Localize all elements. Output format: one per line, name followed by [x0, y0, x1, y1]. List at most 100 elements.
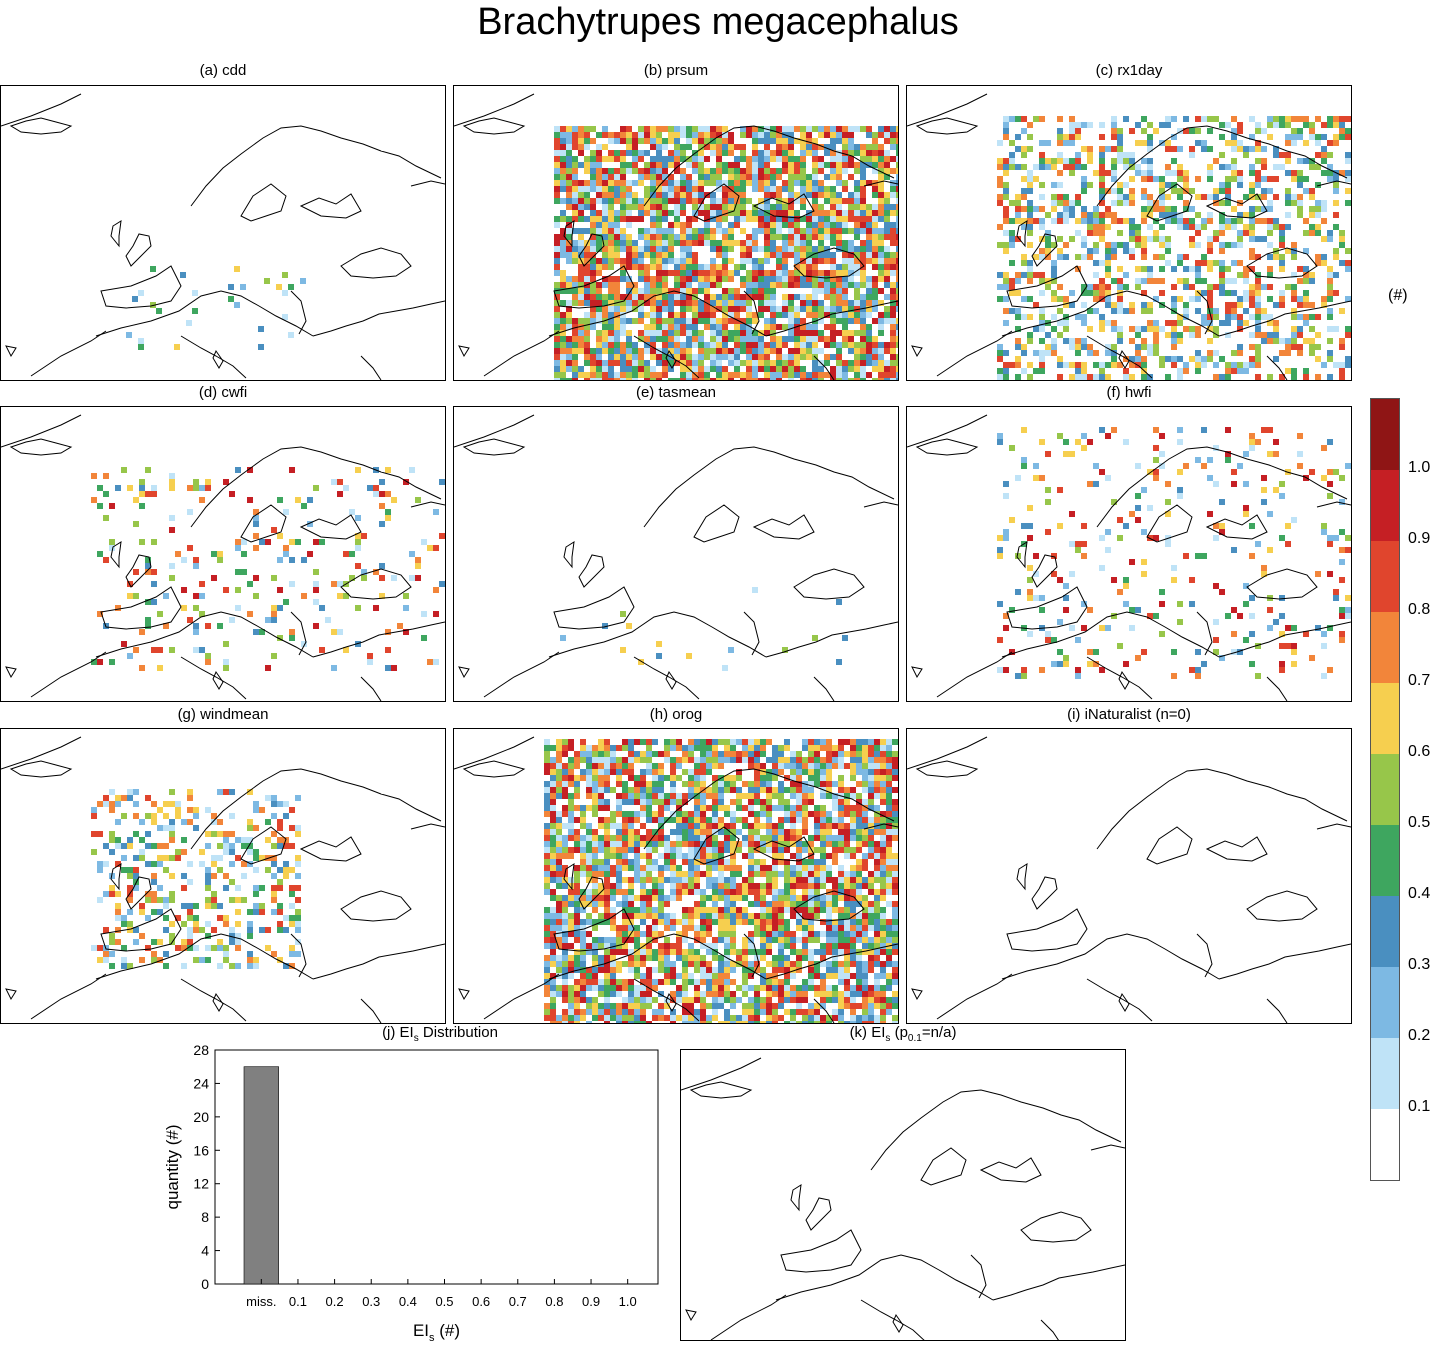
map-cell: [848, 360, 854, 366]
map-cell: [1141, 362, 1147, 368]
map-cell: [728, 198, 734, 204]
map-cell: [1345, 170, 1351, 176]
map-cell: [1153, 320, 1159, 326]
map-cell: [91, 831, 97, 837]
map-cell: [1111, 170, 1117, 176]
map-cell: [628, 889, 634, 895]
map-cell: [722, 276, 728, 282]
map-cell: [554, 138, 560, 144]
map-cell: [1207, 176, 1213, 182]
map-cell: [193, 605, 199, 611]
map-cell: [1069, 200, 1075, 206]
map-cell: [622, 961, 628, 967]
map-cell: [680, 258, 686, 264]
map-cell: [277, 837, 283, 843]
map-cell: [1291, 308, 1297, 314]
map-cell: [722, 312, 728, 318]
map-cell: [794, 222, 800, 228]
map-cell: [610, 967, 616, 973]
map-cell: [1321, 631, 1327, 637]
coastline-path: [911, 666, 923, 679]
map-cell: [1063, 338, 1069, 344]
map-cell: [668, 288, 674, 294]
map-cell: [584, 168, 590, 174]
map-cell: [628, 739, 634, 745]
map-cell: [1081, 206, 1087, 212]
map-cell: [1207, 170, 1213, 176]
map-cell: [836, 659, 842, 665]
map-cell: [1255, 176, 1261, 182]
map-cell: [1291, 134, 1297, 140]
map-cell: [674, 222, 680, 228]
map-cell: [1087, 224, 1093, 230]
map-cell: [1315, 206, 1321, 212]
map-cell: [758, 168, 764, 174]
map-cell: [746, 180, 752, 186]
map-cell: [544, 937, 550, 943]
map-cell: [604, 1003, 610, 1009]
coastline-path: [563, 541, 575, 569]
map-cell: [776, 372, 782, 378]
map-cell: [614, 222, 620, 228]
map-cell: [1057, 356, 1063, 362]
map-cell: [217, 819, 223, 825]
map-cell: [592, 805, 598, 811]
map-cell: [1345, 134, 1351, 140]
map-cell: [1339, 242, 1345, 248]
map-cell: [836, 372, 842, 378]
map-cell: [610, 757, 616, 763]
map-cell: [608, 246, 614, 252]
map-cell: [842, 360, 848, 366]
map-cell: [604, 829, 610, 835]
map-field-cells: [997, 116, 1351, 380]
map-cell: [1171, 116, 1177, 122]
map-cell: [133, 927, 139, 933]
map-cell: [560, 252, 566, 258]
map-cell: [556, 739, 562, 745]
map-cell: [620, 276, 626, 282]
map-cell: [1105, 433, 1111, 439]
map-cell: [758, 294, 764, 300]
map-cell: [193, 903, 199, 909]
map-cell: [794, 198, 800, 204]
map-cell: [680, 204, 686, 210]
map-cell: [289, 867, 295, 873]
map-cell: [770, 312, 776, 318]
map-cell: [560, 324, 566, 330]
map-cell: [556, 925, 562, 931]
map-cell: [1081, 433, 1087, 439]
map-cell: [632, 252, 638, 258]
map-cell: [586, 769, 592, 775]
map-cell: [592, 859, 598, 865]
map-cell: [614, 276, 620, 282]
map-cell: [1159, 601, 1165, 607]
map-cell: [632, 216, 638, 222]
map-cell: [638, 300, 644, 306]
map-cell: [734, 330, 740, 336]
coastline-path: [1016, 220, 1028, 248]
map-cell: [638, 294, 644, 300]
map-cell: [1165, 194, 1171, 200]
map-cell: [598, 871, 604, 877]
map-cell: [1057, 320, 1063, 326]
map-cell: [1297, 296, 1303, 302]
map-cell: [1177, 254, 1183, 260]
map-cell: [331, 665, 337, 671]
map-cell: [644, 228, 650, 234]
map-cell: [622, 901, 628, 907]
map-cell: [716, 138, 722, 144]
map-cell: [698, 360, 704, 366]
map-cell: [884, 258, 890, 264]
map-cell: [896, 264, 898, 270]
map-cell: [277, 867, 283, 873]
coastline-path: [212, 349, 224, 369]
map-cell: [686, 306, 692, 312]
map-cell: [674, 216, 680, 222]
map-cell: [1003, 134, 1009, 140]
map-cell: [1141, 338, 1147, 344]
map-cell: [824, 234, 830, 240]
map-cell: [800, 246, 806, 252]
map-cell: [556, 865, 562, 871]
map-cell: [602, 204, 608, 210]
map-cell: [1117, 230, 1123, 236]
